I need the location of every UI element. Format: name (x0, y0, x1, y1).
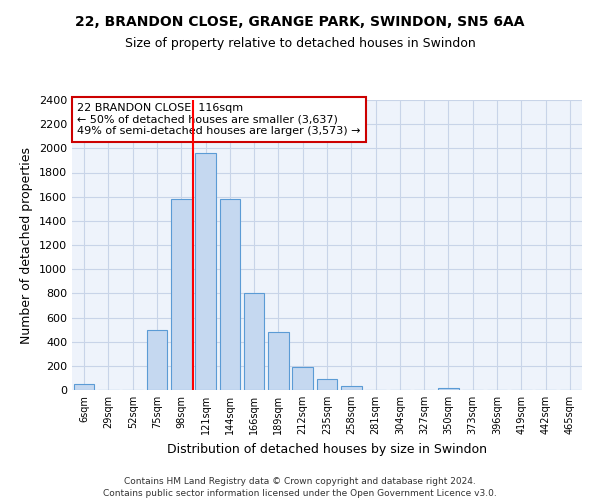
Bar (74, 384, 94, 390)
Bar (146, 330, 167, 390)
Bar (244, 294, 265, 390)
Bar (341, 386, 362, 390)
Bar (292, 367, 313, 390)
Text: 22, BRANDON CLOSE, GRANGE PARK, SWINDON, SN5 6AA: 22, BRANDON CLOSE, GRANGE PARK, SWINDON,… (75, 15, 525, 29)
Bar (317, 379, 337, 390)
Text: 22 BRANDON CLOSE: 116sqm
← 50% of detached houses are smaller (3,637)
49% of sem: 22 BRANDON CLOSE: 116sqm ← 50% of detach… (77, 103, 361, 136)
X-axis label: Distribution of detached houses by size in Swindon: Distribution of detached houses by size … (167, 442, 487, 456)
Text: Contains public sector information licensed under the Open Government Licence v3: Contains public sector information licen… (103, 489, 497, 498)
Y-axis label: Number of detached properties: Number of detached properties (20, 146, 34, 344)
Bar (438, 388, 459, 390)
Text: Contains HM Land Registry data © Crown copyright and database right 2024.: Contains HM Land Registry data © Crown c… (124, 478, 476, 486)
Bar (195, 153, 216, 390)
Bar (268, 332, 289, 390)
Bar (220, 199, 240, 390)
Bar (171, 199, 191, 390)
Text: Size of property relative to detached houses in Swindon: Size of property relative to detached ho… (125, 38, 475, 51)
